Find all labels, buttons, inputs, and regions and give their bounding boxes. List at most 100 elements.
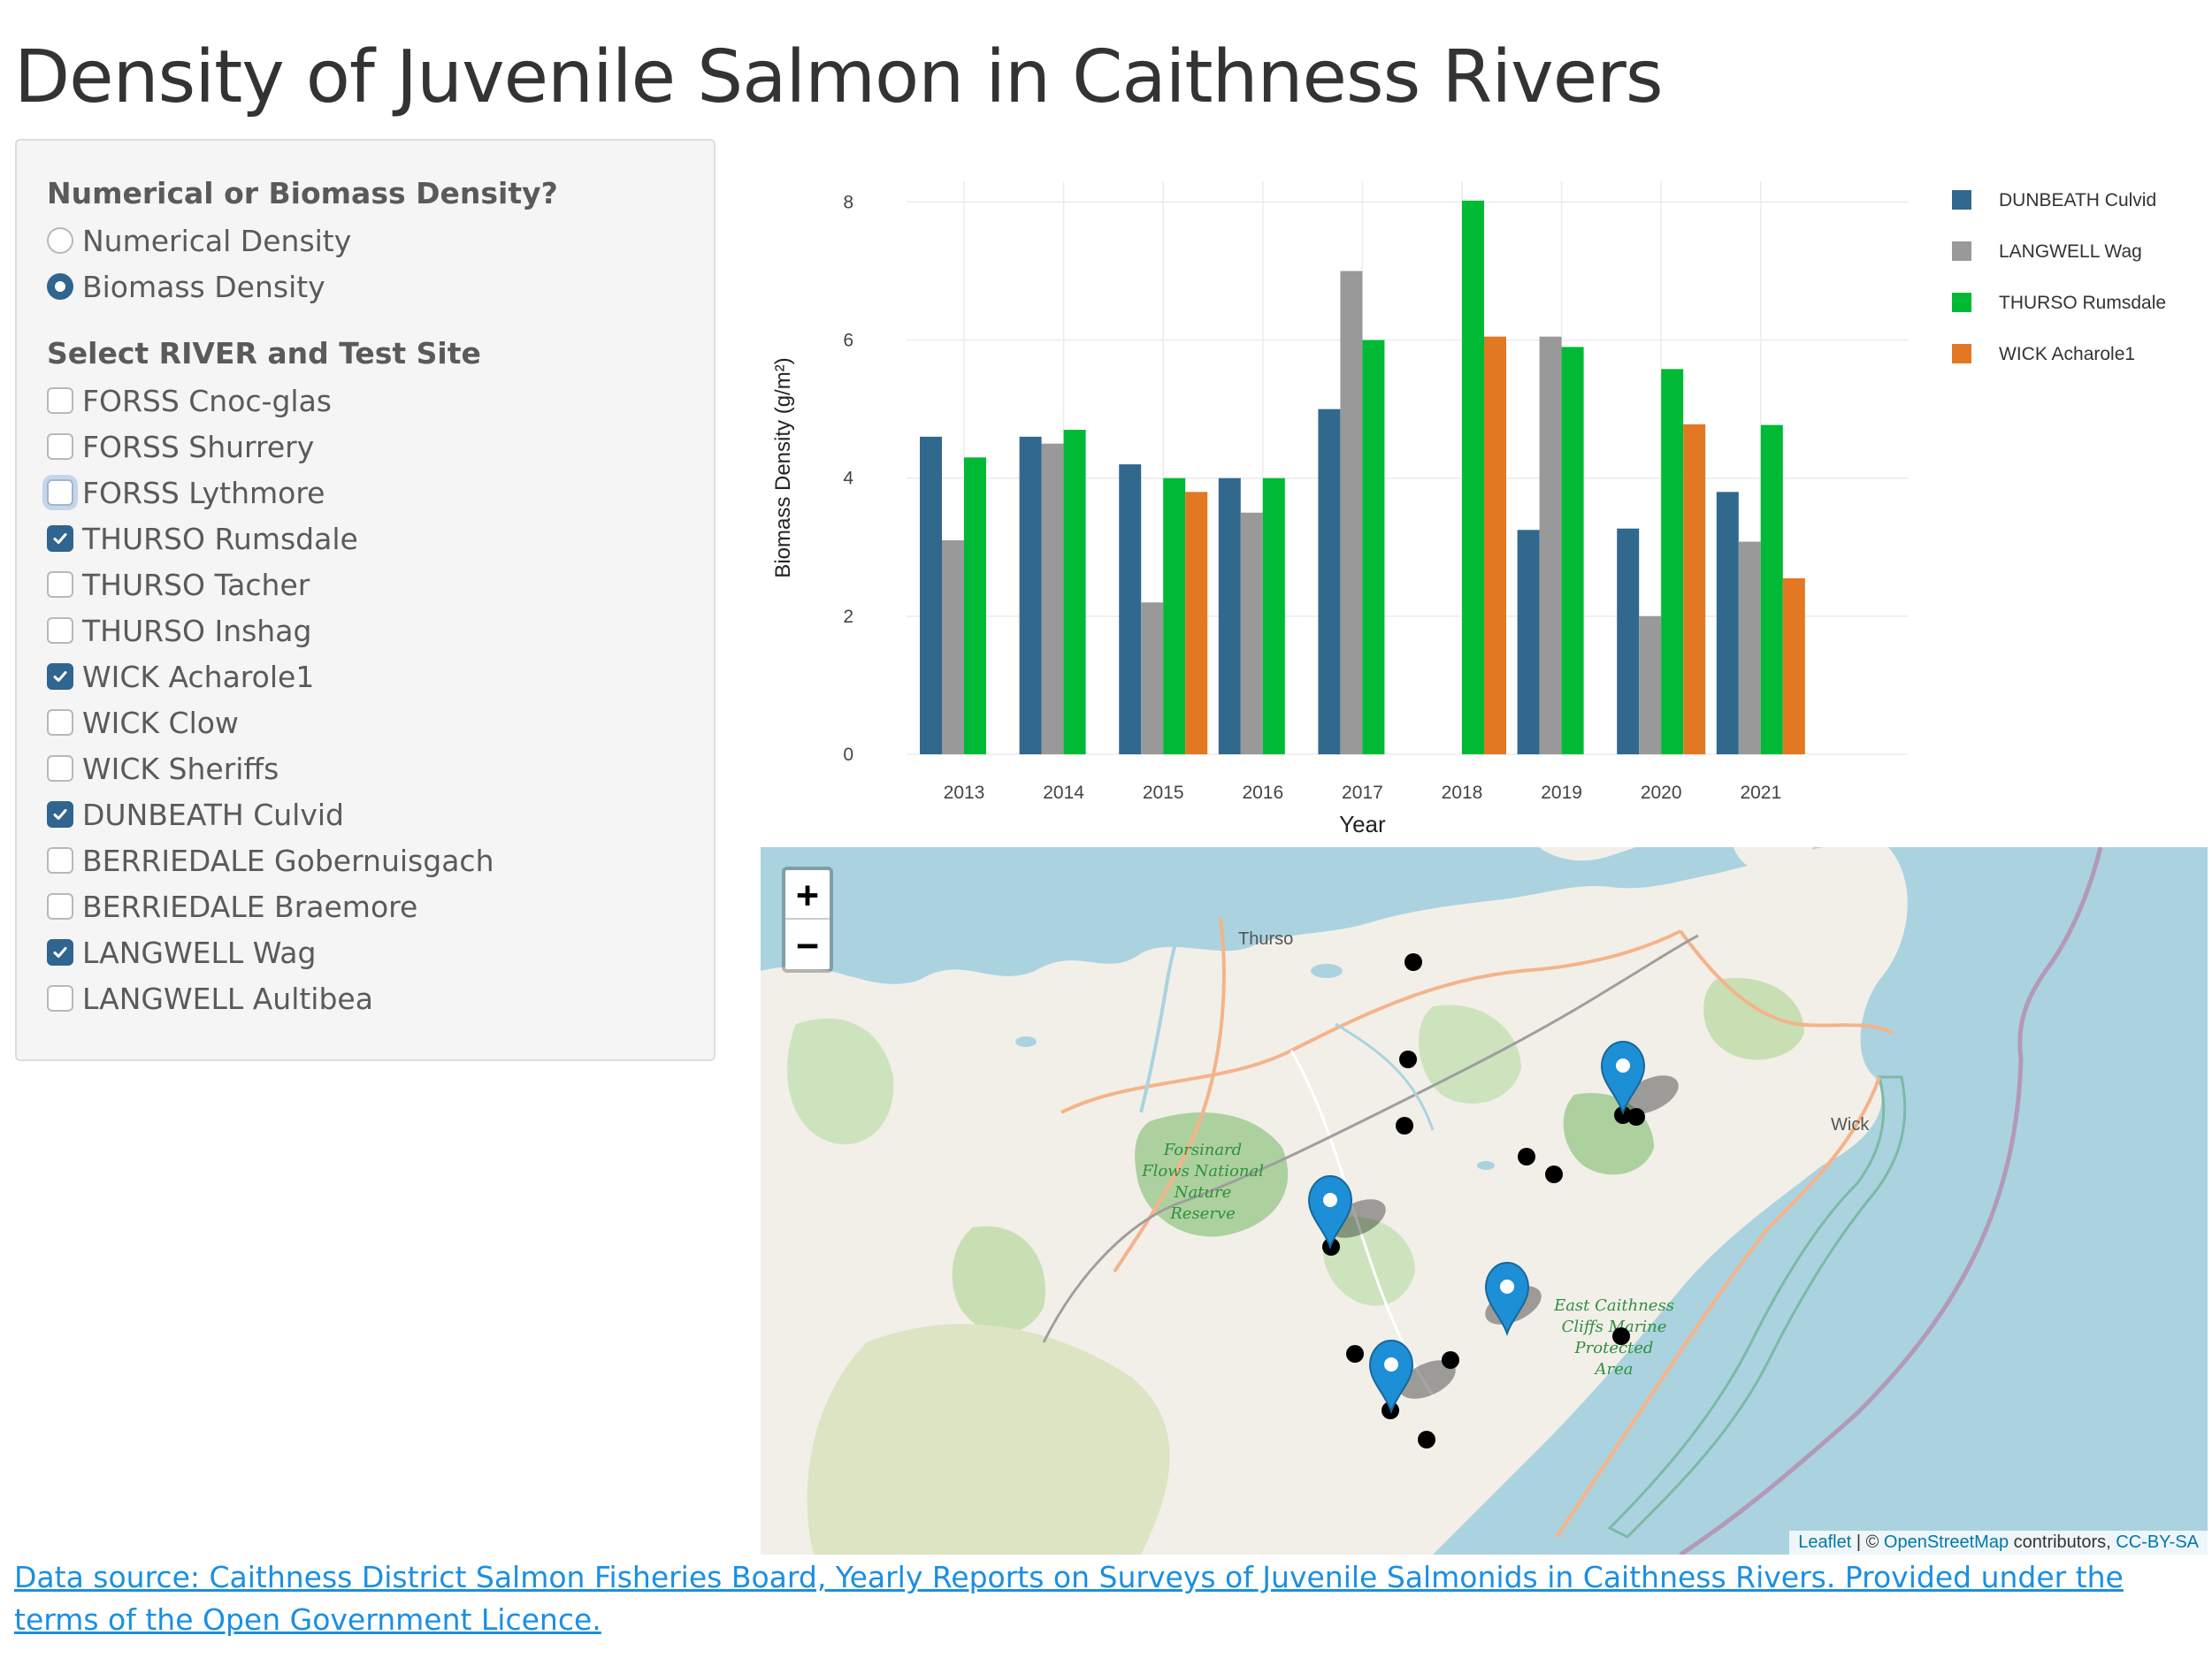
attribution-contributors: contributors, [2009, 1532, 2116, 1552]
forest-patch [952, 1226, 1045, 1334]
site-option[interactable]: FORSS Lythmore [47, 470, 684, 516]
x-tick-label: 2017 [1342, 783, 1383, 803]
y-axis-title: Biomass Density (g/m²) [771, 357, 795, 577]
x-tick-label: 2019 [1541, 783, 1582, 803]
map-marker-pin[interactable] [1368, 1339, 1414, 1415]
site-dot [1442, 1351, 1459, 1369]
bar [1517, 530, 1540, 754]
checkbox[interactable] [47, 939, 73, 966]
checkbox[interactable] [47, 847, 73, 874]
bar [1119, 464, 1142, 754]
license-link[interactable]: CC-BY-SA [2116, 1532, 2199, 1552]
density-option[interactable]: Biomass Density [47, 264, 684, 310]
checkbox[interactable] [47, 663, 73, 690]
site-option[interactable]: FORSS Shurrery [47, 424, 684, 470]
road-major [1060, 929, 1681, 1114]
bar [1661, 369, 1684, 754]
y-tick-label: 6 [843, 331, 853, 351]
checkbox[interactable] [47, 801, 73, 828]
road-major [1679, 929, 1894, 1035]
bar [1462, 200, 1484, 755]
place-label-mpa-line: Protected [1574, 1339, 1654, 1357]
site-option[interactable]: WICK Clow [47, 699, 684, 745]
checkbox-label: LANGWELL Aultibea [82, 981, 373, 1016]
checkbox[interactable] [47, 709, 73, 736]
site-option[interactable]: DUNBEATH Culvid [47, 791, 684, 837]
zoom-out-button[interactable]: − [796, 922, 819, 967]
island-land [1539, 847, 1636, 861]
bar [1240, 512, 1263, 754]
site-option[interactable]: THURSO Tacher [47, 562, 684, 608]
legend-entry: LANGWELL Wag [1999, 241, 2142, 262]
place-label-thurso: Thurso [1238, 929, 1293, 949]
site-dot [1396, 1117, 1413, 1135]
x-tick-label: 2014 [1043, 783, 1084, 803]
road-major [1113, 917, 1226, 1273]
checkbox-label: LANGWELL Wag [82, 935, 317, 970]
place-label-wick: Wick [1831, 1115, 1870, 1135]
map-marker-pin[interactable] [1600, 1040, 1646, 1116]
zoom-in-button[interactable]: + [785, 870, 830, 920]
y-tick-label: 0 [843, 745, 853, 765]
legend-entry: DUNBEATH Culvid [1999, 190, 2156, 210]
checkbox-label: BERRIEDALE Braemore [82, 889, 418, 924]
osm-link[interactable]: OpenStreetMap [1883, 1532, 2009, 1552]
site-option[interactable]: BERRIEDALE Braemore [47, 883, 684, 929]
checkbox[interactable] [47, 433, 73, 460]
leaflet-link[interactable]: Leaflet [1798, 1532, 1852, 1552]
road-major [1555, 1076, 1881, 1539]
site-option[interactable]: LANGWELL Aultibea [47, 975, 684, 1021]
bar [1262, 478, 1285, 754]
checkbox-label: FORSS Cnoc-glas [82, 383, 332, 418]
x-tick-label: 2016 [1242, 783, 1283, 803]
site-option[interactable]: WICK Sheriffs [47, 745, 684, 791]
forest-patch [1703, 978, 1804, 1060]
site-option[interactable]: BERRIEDALE Gobernuisgach [47, 837, 684, 883]
site-option[interactable]: WICK Acharole1 [47, 653, 684, 699]
site-option[interactable]: FORSS Cnoc-glas [47, 378, 684, 424]
map-tiles[interactable]: Thurso Wick Forsinard Flows National Nat… [761, 847, 2208, 1555]
legend-entry: THURSO Rumsdale [1999, 293, 2166, 313]
mpa-outline [1607, 1075, 1907, 1539]
bar [1185, 492, 1208, 754]
site-dot [1399, 1051, 1417, 1068]
checkbox-label: FORSS Shurrery [82, 429, 315, 464]
attribution-separator: | © [1851, 1532, 1884, 1552]
map-marker-pin[interactable] [1307, 1174, 1353, 1250]
site-option[interactable]: THURSO Inshag [47, 608, 684, 653]
bar [1782, 577, 1805, 754]
leaflet-map[interactable]: Thurso Wick Forsinard Flows National Nat… [761, 847, 2208, 1555]
x-tick-label: 2015 [1143, 783, 1184, 803]
checkbox[interactable] [47, 571, 73, 598]
sidebar-panel: Numerical or Biomass Density? Numerical … [15, 139, 716, 1061]
checkbox[interactable] [47, 387, 73, 414]
site-option[interactable]: THURSO Rumsdale [47, 516, 684, 562]
checkbox[interactable] [47, 893, 73, 920]
loch [1015, 1036, 1037, 1047]
data-source-link[interactable]: Data source: Caithness District Salmon F… [14, 1560, 2124, 1637]
bar [1561, 347, 1584, 754]
density-option[interactable]: Numerical Density [47, 218, 684, 264]
radio-button[interactable] [47, 227, 73, 254]
loch [1477, 1161, 1495, 1170]
checkbox-label: THURSO Tacher [82, 567, 310, 602]
bar [1218, 478, 1241, 754]
checkbox[interactable] [47, 525, 73, 552]
site-checkbox-group: FORSS Cnoc-glas FORSS Shurrery FORSS Lythm… [47, 378, 684, 1021]
maritime-boundary [1679, 847, 2103, 1555]
forest-patch [787, 1018, 894, 1145]
railway-line [1042, 934, 1699, 1343]
map-marker-pin[interactable] [1484, 1261, 1530, 1337]
site-control-label: Select RIVER and Test Site [47, 336, 481, 371]
checkbox-label: THURSO Rumsdale [82, 521, 358, 556]
legend-swatch [1952, 190, 1971, 210]
bar [1041, 443, 1064, 754]
checkbox[interactable] [47, 617, 73, 644]
site-option[interactable]: LANGWELL Wag [47, 929, 684, 975]
checkbox[interactable] [47, 479, 73, 506]
radio-button[interactable] [47, 273, 73, 300]
place-label-mpa-line: Cliffs Marine [1562, 1318, 1667, 1336]
density-radio-group: Numerical Density Biomass Density [47, 218, 684, 310]
checkbox[interactable] [47, 985, 73, 1012]
checkbox[interactable] [47, 755, 73, 782]
